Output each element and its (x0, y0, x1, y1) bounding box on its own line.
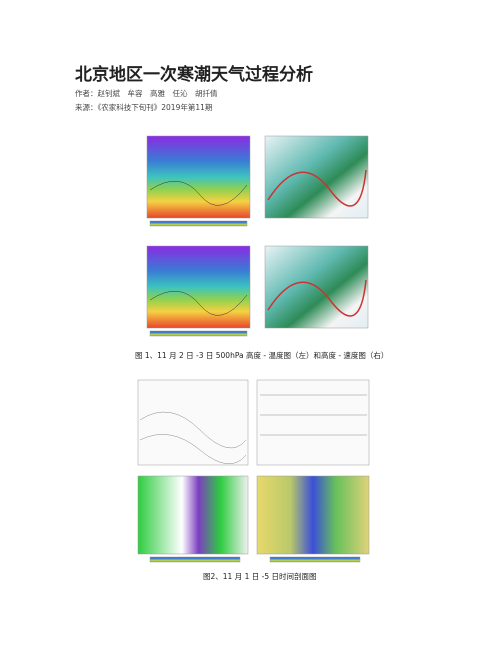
figure-caption: 图2、11 月 1 日 -5 日时间剖面图 (203, 572, 317, 581)
source: 来源：《农家科技下旬刊》2019年第11期 (75, 103, 213, 112)
title: 北京地区一次寒潮天气过程分析 (75, 65, 313, 85)
figure-1 (146, 135, 369, 337)
figure-2 (137, 379, 370, 563)
figure-caption: 图 1、11 月 2 日 -3 日 500hPa 高度 - 温度图（左）和高度 … (135, 351, 389, 360)
author: 作者：赵钊斌 牟容 高雅 任沁 胡扦倩 (75, 89, 218, 98)
